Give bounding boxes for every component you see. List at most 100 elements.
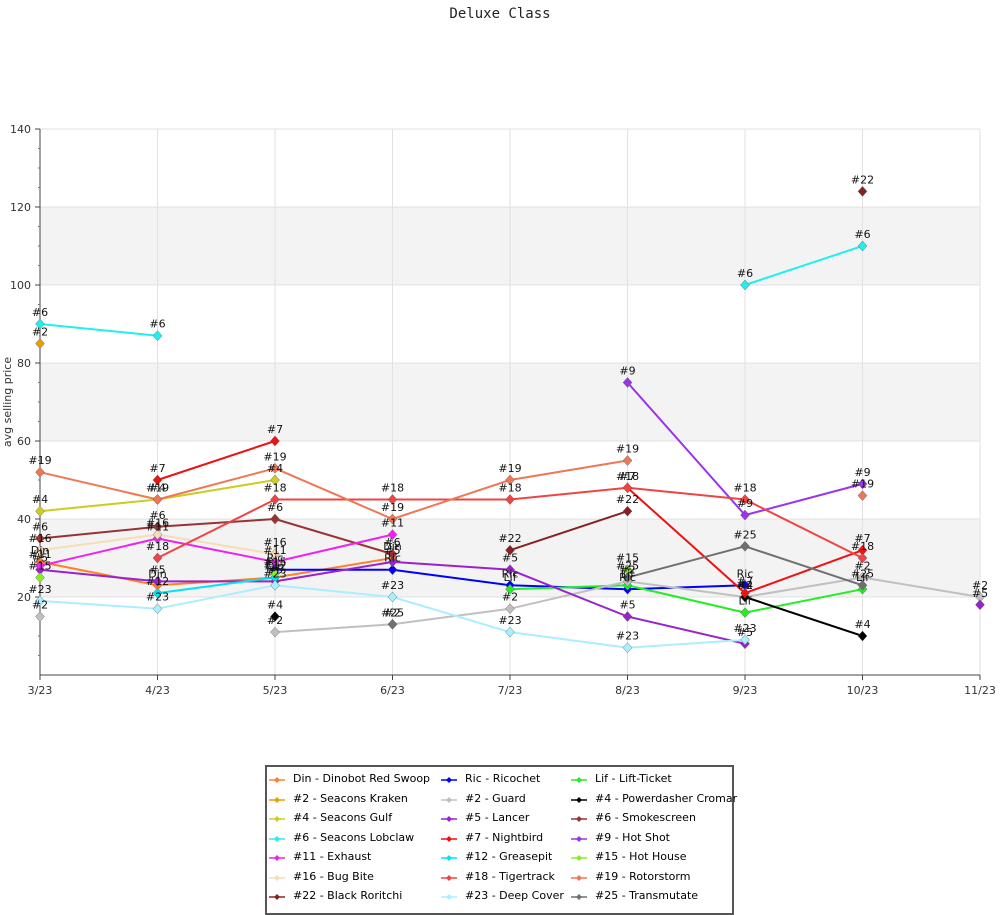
y-tick-label: 100	[10, 279, 31, 292]
series-line-segment	[157, 479, 276, 501]
data-point-label: #4	[32, 493, 48, 506]
series-line-segment	[744, 549, 863, 595]
data-point-label: #9	[619, 365, 635, 378]
legend-swatch	[571, 874, 587, 881]
data-point-label: #11	[146, 521, 169, 534]
data-point-label: #6	[32, 306, 48, 319]
data-point-label: #9	[854, 466, 870, 479]
data-point-label: #19	[851, 478, 874, 491]
series-line-segment	[744, 588, 863, 614]
data-point	[857, 240, 868, 252]
legend-label: #2 - Seacons Kraken	[293, 791, 408, 805]
legend-swatch	[441, 816, 457, 822]
data-point-label: #4	[267, 599, 283, 612]
series-line-segment	[509, 510, 628, 552]
data-point	[35, 595, 45, 607]
series-line-segment	[274, 518, 393, 556]
series-line-segment	[39, 471, 158, 501]
series-line-segment	[392, 596, 511, 634]
data-point-label: #25	[733, 528, 756, 541]
series-line-segment	[627, 580, 746, 598]
data-point-label: #6	[149, 318, 165, 331]
data-point-label: #6	[854, 228, 870, 241]
x-tick-label: 4/23	[145, 684, 170, 697]
data-point-label: #18	[146, 540, 169, 553]
data-point-label: #19	[28, 454, 51, 467]
data-point	[152, 474, 163, 486]
data-point	[35, 318, 45, 330]
data-point-label: #5	[32, 552, 48, 565]
data-point-label: #2	[32, 599, 48, 612]
legend-swatch	[571, 894, 587, 900]
data-point-label: #18	[733, 482, 756, 495]
data-point	[270, 494, 280, 505]
series-line-segment	[39, 568, 158, 583]
series-line-segment	[39, 560, 158, 587]
series-line-segment	[627, 584, 746, 614]
data-point	[505, 494, 515, 505]
data-point-label: #25	[381, 606, 404, 619]
legend-swatch	[441, 835, 457, 842]
data-point-label: #23	[498, 614, 521, 627]
series-line-segment	[157, 576, 276, 595]
data-point-label: #5	[619, 599, 635, 612]
data-point	[975, 599, 985, 611]
data-point-label: #9	[737, 497, 753, 510]
legend-label: #7 - Nightbird	[465, 830, 544, 844]
legend: Din - Dinobot Red Swoop Ric - Ricochet Lif…	[265, 765, 737, 915]
y-tick-label: 120	[10, 201, 31, 214]
data-point-label: Lif	[503, 571, 517, 584]
legend-swatch	[269, 816, 285, 822]
data-point	[35, 560, 45, 572]
legend-swatch	[571, 835, 587, 842]
data-point-label: #5	[972, 587, 988, 600]
series-line-segment	[39, 498, 158, 513]
x-tick-label: 3/23	[28, 684, 53, 697]
series-line-segment	[744, 576, 863, 598]
series-line-segment	[627, 584, 746, 591]
data-point	[740, 279, 750, 291]
data-point-label: #4	[267, 462, 283, 475]
data-point-label: #6	[737, 267, 753, 280]
data-point	[387, 564, 398, 575]
data-point	[387, 591, 398, 603]
data-point-label: #7	[619, 470, 635, 483]
data-point-label: #22	[616, 493, 639, 506]
series-line-segment	[509, 580, 628, 610]
legend-swatch	[441, 874, 457, 881]
data-point-label: #2	[502, 591, 518, 604]
data-point-label: #2	[32, 326, 48, 339]
x-tick-label: 6/23	[380, 684, 405, 697]
data-point	[387, 529, 398, 540]
data-point	[857, 580, 868, 591]
data-point-label: #12	[146, 575, 169, 588]
data-point	[622, 572, 633, 583]
series-line-segment	[157, 440, 276, 481]
chart: Deluxe Class avg selling price 20 40 60 80 1…	[1, 6, 996, 697]
data-point-label: #7	[149, 462, 165, 475]
legend-swatch	[269, 777, 285, 783]
y-tick-label: 140	[10, 123, 31, 136]
legend-label: #4 - Seacons Gulf	[293, 811, 393, 824]
series-line-segment	[157, 584, 276, 610]
data-point-label: #6	[267, 501, 283, 514]
legend-swatch	[441, 894, 457, 900]
data-point	[387, 619, 398, 630]
data-point-label: #4	[737, 579, 753, 592]
data-point-label: #5	[267, 563, 283, 576]
data-point-label: #2	[972, 579, 988, 592]
series-line-segment	[744, 596, 863, 637]
data-point	[622, 505, 633, 517]
series-line-segment	[627, 545, 746, 579]
legend-label: #15 - Hot House	[595, 850, 687, 863]
series-line-segment	[274, 623, 393, 634]
data-point	[35, 611, 45, 622]
series-line-segment	[392, 568, 511, 587]
x-tick-label: 8/23	[615, 684, 640, 697]
series-line-segment	[39, 525, 158, 540]
data-point	[857, 478, 868, 490]
data-point	[857, 490, 868, 501]
data-point-label: #5	[737, 626, 753, 639]
data-point	[35, 505, 45, 517]
data-point	[270, 513, 280, 525]
